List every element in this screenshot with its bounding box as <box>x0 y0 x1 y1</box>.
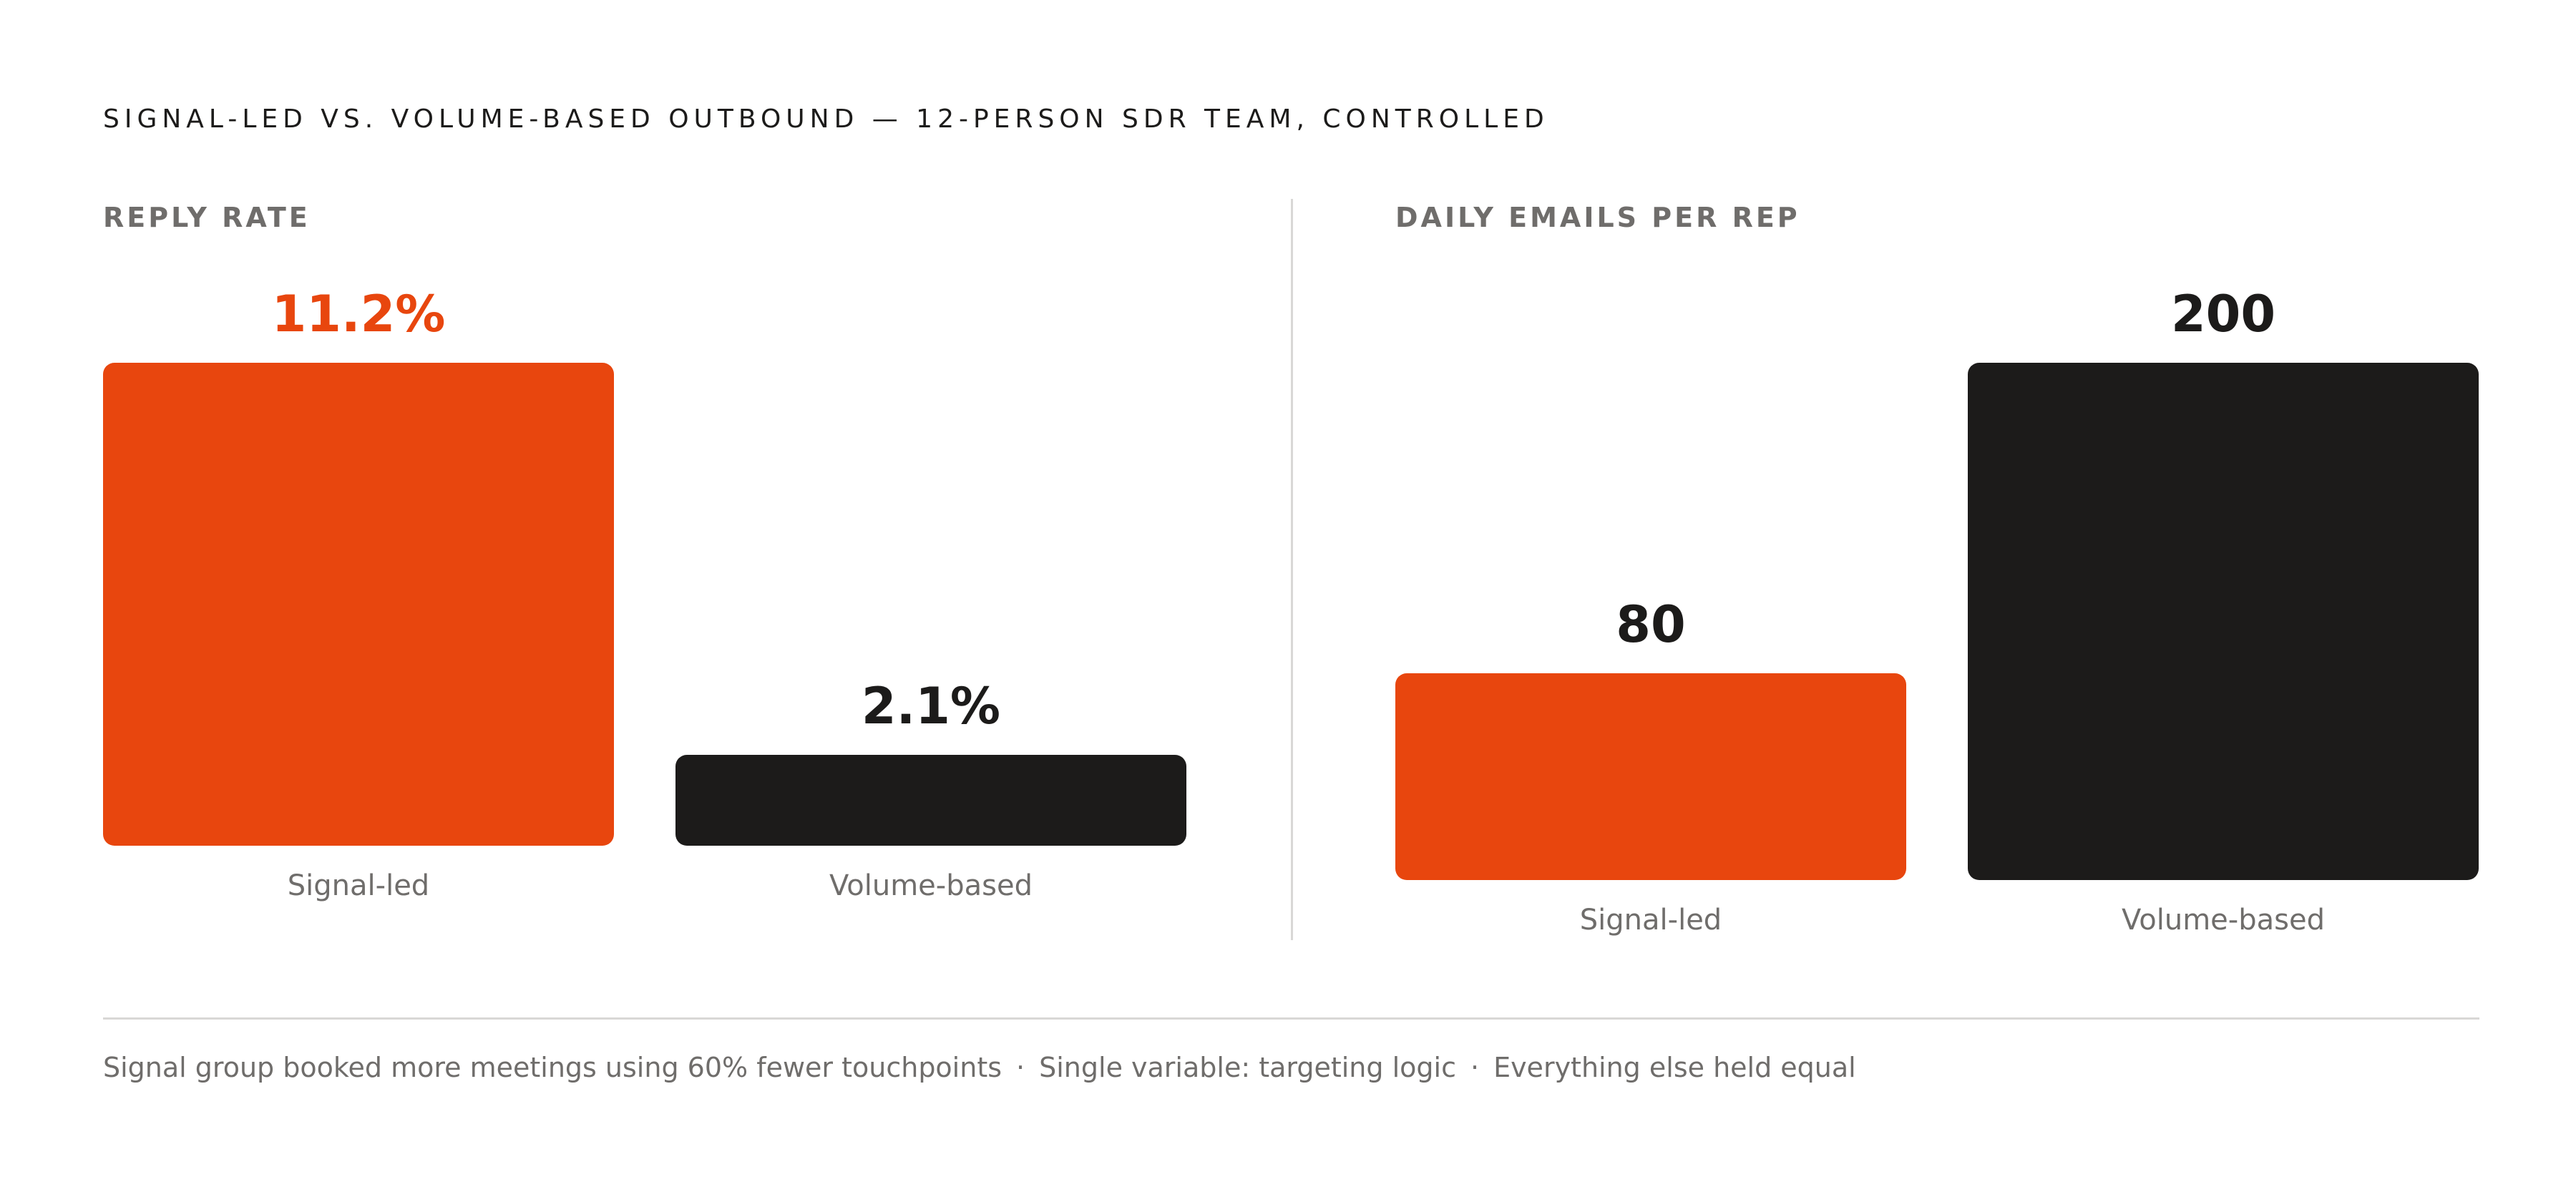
daily-emails-label: DAILY EMAILS PER REP <box>1395 202 1800 233</box>
daily-emails-bar-signal-led <box>1395 673 1906 880</box>
reply-rate-value-signal-led: 11.2% <box>271 285 446 343</box>
reply-rate-value-volume-based: 2.1% <box>861 677 1001 736</box>
panel-divider <box>1291 199 1293 940</box>
footnote-divider <box>103 1017 2479 1020</box>
reply-rate-category-signal-led: Signal-led <box>287 869 430 902</box>
reply-rate-panel: REPLY RATE 11.2% 2.1% Signal-led Volume-… <box>103 0 1294 959</box>
footnote-separator: · <box>1016 1052 1025 1083</box>
footnote-item: Everything else held equal <box>1493 1052 1856 1083</box>
daily-emails-panel: DAILY EMAILS PER REP 80 200 Signal-led V… <box>1395 0 2576 959</box>
footnote-item: Signal group booked more meetings using … <box>103 1052 1002 1083</box>
daily-emails-bar-volume-based <box>1968 363 2479 880</box>
daily-emails-category-signal-led: Signal-led <box>1579 904 1722 937</box>
reply-rate-label: REPLY RATE <box>103 202 311 233</box>
footnote-item: Single variable: targeting logic <box>1039 1052 1456 1083</box>
footnote-separator: · <box>1470 1052 1480 1083</box>
reply-rate-bar-signal-led <box>103 363 614 846</box>
daily-emails-category-volume-based: Volume-based <box>2122 904 2325 937</box>
footnote: Signal group booked more meetings using … <box>103 1052 1856 1083</box>
daily-emails-value-volume-based: 200 <box>2170 285 2276 343</box>
daily-emails-value-signal-led: 80 <box>1616 595 1686 654</box>
reply-rate-bar-volume-based <box>675 755 1186 846</box>
chart-title: SIGNAL-LED VS. VOLUME-BASED OUTBOUND — 1… <box>103 104 1549 134</box>
reply-rate-category-volume-based: Volume-based <box>829 869 1033 902</box>
